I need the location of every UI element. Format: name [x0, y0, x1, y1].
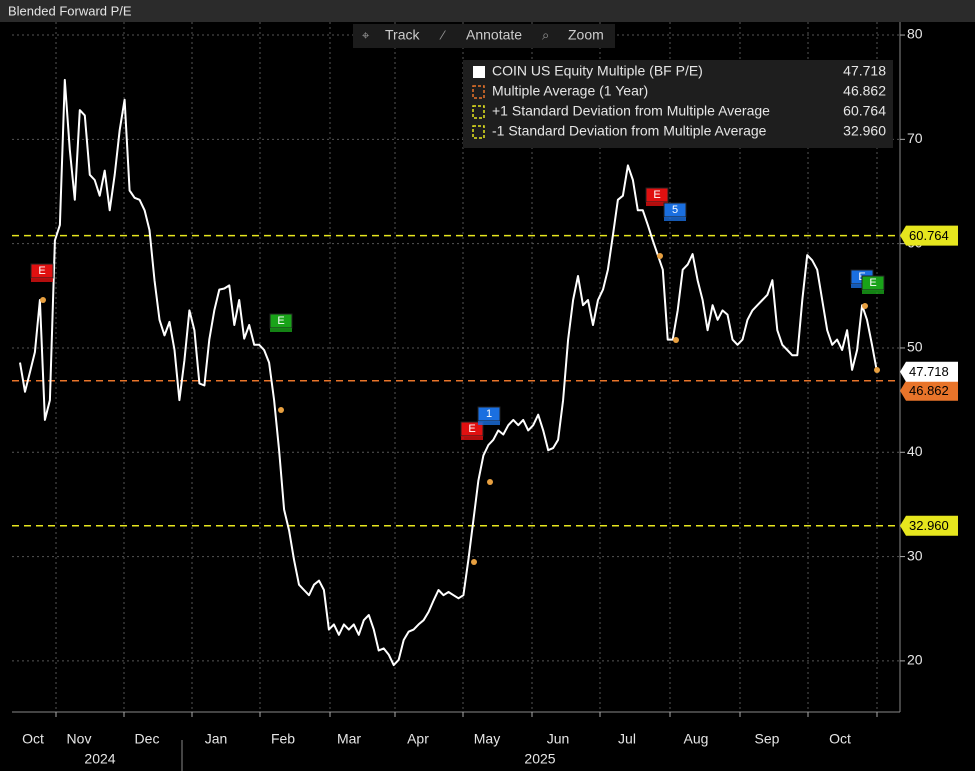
x-tick-label: Sep: [755, 731, 780, 747]
title-bar: [0, 0, 975, 22]
event-dot: [874, 367, 880, 373]
legend-label: COIN US Equity Multiple (BF P/E): [492, 63, 703, 79]
series-line: [19, 78, 878, 667]
event-dot: [657, 253, 663, 259]
event-flag-base: [478, 421, 500, 425]
x-tick-label: Nov: [67, 731, 92, 747]
year-label: 2024: [84, 751, 115, 767]
event-flag-base: [862, 290, 884, 294]
last-value-label-box: [900, 361, 958, 382]
event-label: E: [653, 189, 660, 201]
event-label: E: [869, 277, 876, 289]
toolbar-button[interactable]: ⌖ Track: [362, 27, 420, 43]
y-tick-label: 70: [907, 130, 923, 146]
year-label: 2025: [524, 751, 555, 767]
legend-label: +1 Standard Deviation from Multiple Aver…: [492, 103, 770, 119]
x-tick-label: Jan: [205, 731, 228, 747]
toolbar-label[interactable]: Track: [385, 27, 420, 43]
event-flag-base: [31, 278, 53, 282]
x-tick-label: Dec: [135, 731, 160, 747]
y-tick-label: 50: [907, 339, 923, 355]
average-value-label-box: [900, 380, 958, 401]
event-dot: [673, 337, 679, 343]
event-dot: [862, 303, 868, 309]
x-tick-label: May: [474, 731, 500, 747]
legend-value: 46.862: [843, 83, 886, 99]
legend-symbol: [472, 125, 485, 139]
legend-label: -1 Standard Deviation from Multiple Aver…: [492, 123, 767, 139]
x-tick-label: Mar: [337, 731, 361, 747]
y-tick-label: 80: [907, 26, 923, 42]
toolbar-icon: ⌕: [542, 27, 549, 42]
chart-title: Blended Forward P/E: [8, 3, 132, 18]
toolbar-button[interactable]: ⌕ Zoom: [542, 27, 604, 43]
event-flag-base: [664, 217, 686, 221]
event-label: E: [468, 423, 475, 435]
x-tick-label: Jul: [618, 731, 636, 747]
legend-symbol: [472, 105, 485, 119]
average-value-label: 46.862: [909, 383, 949, 398]
lower-value-label: 32.960: [909, 518, 949, 533]
toolbar-icon: ⌖: [362, 27, 370, 42]
x-tick-label: Feb: [271, 731, 295, 747]
event-flag-base: [646, 202, 668, 206]
x-tick-label: Apr: [407, 731, 429, 747]
y-tick-label: 40: [907, 443, 923, 459]
legend-value: 47.718: [843, 63, 886, 79]
x-tick-label: Oct: [829, 731, 851, 747]
event-dot: [471, 559, 477, 565]
legend: [463, 60, 893, 148]
event-dot: [40, 297, 46, 303]
upper-value-label: 60.764: [909, 228, 949, 243]
last-value-label: 47.718: [909, 364, 949, 379]
event-label: E: [38, 265, 45, 277]
legend-label: Multiple Average (1 Year): [492, 83, 648, 99]
event-flag-base: [270, 328, 292, 332]
y-tick-label: 30: [907, 547, 923, 563]
legend-symbol: [472, 85, 485, 99]
legend-value: 60.764: [843, 103, 886, 119]
x-tick-label: Aug: [684, 731, 709, 747]
toolbar-label[interactable]: Annotate: [466, 27, 522, 43]
lower-value-label-box: [900, 515, 958, 536]
event-label: 5: [672, 204, 678, 216]
x-tick-label: Oct: [22, 731, 44, 747]
toolbar-button[interactable]: ∕ Annotate: [439, 27, 522, 43]
toolbar-icon: ∕: [439, 27, 446, 42]
x-tick-label: Jun: [547, 731, 570, 747]
event-label: 1: [486, 408, 492, 420]
legend-value: 32.960: [843, 123, 886, 139]
event-label: E: [277, 315, 284, 327]
event-dot: [278, 407, 284, 413]
toolbar-label[interactable]: Zoom: [568, 27, 604, 43]
upper-value-label-box: [900, 225, 958, 246]
toolbar: [353, 24, 615, 48]
legend-symbol: [473, 66, 485, 78]
y-tick-label: 20: [907, 652, 923, 668]
event-flag-base: [461, 436, 483, 440]
event-dot: [487, 479, 493, 485]
